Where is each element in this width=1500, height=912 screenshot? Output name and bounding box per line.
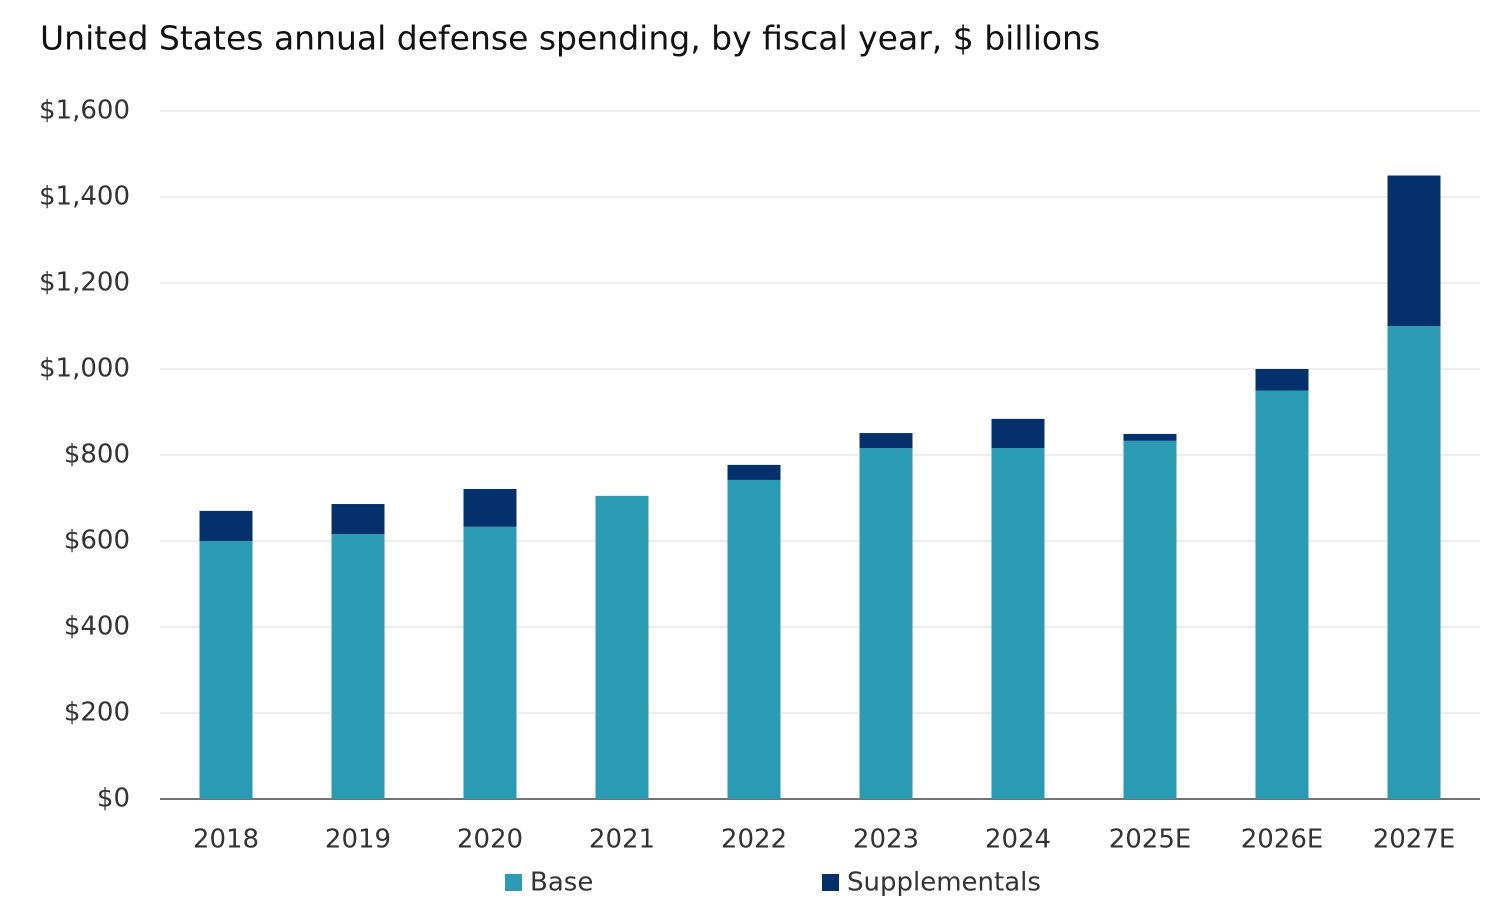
legend-label: Supplementals [847, 868, 1041, 898]
bar-segment [463, 526, 517, 799]
bar-segment [199, 510, 253, 541]
bar-segment [331, 504, 385, 535]
bar-segment [199, 541, 253, 799]
y-tick-label: $800 [64, 440, 130, 470]
y-tick-label: $600 [64, 526, 130, 556]
x-tick-label: 2025E [1109, 825, 1192, 855]
bar-segment [727, 464, 781, 480]
bar-segment [1123, 440, 1177, 799]
bar-segment [331, 534, 385, 799]
y-tick-label: $1,000 [39, 354, 130, 384]
bar-segment [463, 488, 517, 527]
chart-title: United States annual defense spending, b… [40, 19, 1100, 58]
x-tick-label: 2022 [721, 825, 787, 855]
bar-segment [1255, 369, 1309, 391]
bar-segment [1255, 390, 1309, 799]
x-tick-label: 2023 [853, 825, 919, 855]
bar-segment [991, 418, 1045, 449]
bar-segment [991, 448, 1045, 799]
y-tick-label: $200 [64, 698, 130, 728]
x-tick-label: 2019 [325, 825, 391, 855]
bar-segment [595, 495, 649, 799]
y-tick-label: $1,600 [39, 96, 130, 126]
x-tick-label: 2021 [589, 825, 655, 855]
x-tick-label: 2027E [1373, 825, 1456, 855]
y-tick-label: $400 [64, 612, 130, 642]
x-tick-label: 2024 [985, 825, 1051, 855]
legend-label: Base [530, 868, 593, 898]
legend-swatch [822, 874, 839, 891]
y-tick-label: $1,200 [39, 268, 130, 298]
x-tick-label: 2026E [1241, 825, 1324, 855]
x-tick-label: 2018 [193, 825, 259, 855]
bar-segment [727, 479, 781, 799]
bar-segment [1387, 326, 1441, 799]
legend-swatch [505, 874, 522, 891]
bar-segment [1387, 175, 1441, 326]
bar-segment [1123, 433, 1177, 441]
y-tick-label: $0 [97, 784, 130, 814]
bar-segment [859, 433, 913, 449]
y-tick-label: $1,400 [39, 182, 130, 212]
bar-segment [859, 448, 913, 799]
x-tick-label: 2020 [457, 825, 523, 855]
